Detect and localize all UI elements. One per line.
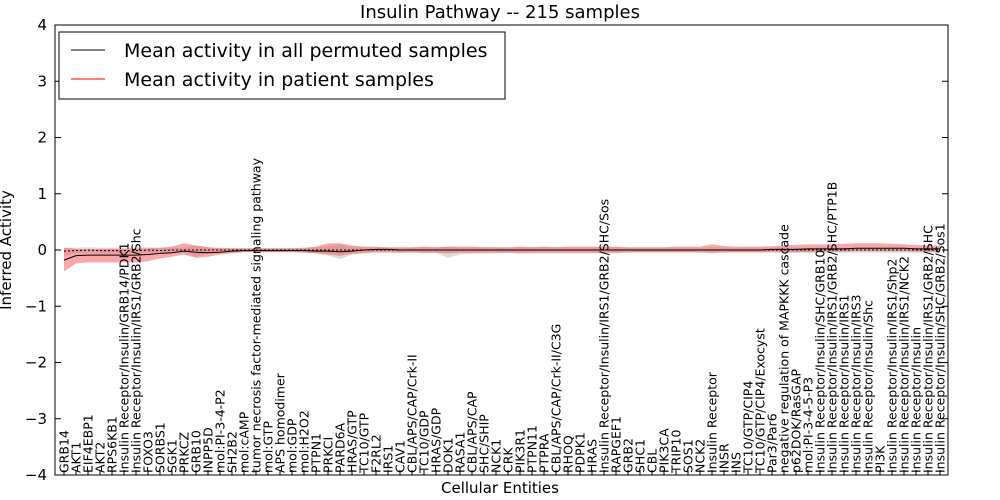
x-tick-label: AKT2 <box>93 442 108 473</box>
x-tick-label: RAPGEF1 <box>609 416 624 473</box>
x-tick-label: TC10/GTP <box>357 412 372 474</box>
x-tick-label: SHC/SHIP <box>477 414 492 473</box>
x-tick-label: HRAS <box>585 439 600 473</box>
patient-band <box>64 243 940 272</box>
x-tick-label: GRB2 <box>621 438 636 473</box>
x-tick-label: mol:PI-3-4-5-P3 <box>801 377 816 473</box>
y-tick-label: 0 <box>37 241 47 259</box>
x-tick-label: IRS1 <box>381 445 396 473</box>
x-tick-label: PI3K <box>873 445 888 473</box>
x-tick-label: Insulin Receptor/Insulin/SHC/GRB2/Sos1 <box>933 223 948 473</box>
series-lines <box>63 247 940 261</box>
x-tick-label: tumor necrosis factor-mediated signaling… <box>249 157 264 473</box>
x-tick-label: Insulin Receptor/Insulin/IRS1 <box>837 295 852 473</box>
x-tick-label: SH2B2 <box>225 431 240 473</box>
x-tick-label: Insulin Receptor/Insulin/IRS1/GRB2/SHC/S… <box>597 199 612 473</box>
x-tick-label: EIF4EBP1 <box>81 414 96 473</box>
x-tick-label: RASA1 <box>453 432 468 473</box>
x-tick-label: CBL/APS/CAP/Crk-II/C3G <box>549 324 564 473</box>
x-tick-label: mol:GTP <box>261 421 276 473</box>
y-tick-label: −4 <box>25 466 47 484</box>
x-tick-label: Insulin Receptor <box>705 371 720 473</box>
x-tick-label: TRIP10 <box>669 430 684 474</box>
x-tick-label: PDPK1 <box>573 432 588 473</box>
x-tick-label: APS homodimer <box>273 372 288 473</box>
x-tick-label: INS <box>729 452 744 473</box>
x-tick-label: Par3/Par6 <box>765 413 780 473</box>
x-tick-label: NCK1 <box>489 439 504 473</box>
x-tick-label: Insulin Receptor/Insulin/IRS1/GRB2/SHC <box>921 225 936 473</box>
x-tick-label: NCK2 <box>693 439 708 473</box>
x-tick-label: Insulin Receptor/Insulin/IRS1/NCK2 <box>897 256 912 473</box>
y-tick-label: −1 <box>25 297 47 315</box>
x-tick-label: PTPN11 <box>525 425 540 473</box>
x-tick-label: Insulin Receptor/Insulin <box>909 327 924 473</box>
x-axis-label: Cellular Entities <box>441 479 559 497</box>
x-tick-label: GRB14 <box>57 430 72 473</box>
x-tick-label: SOS1 <box>681 439 696 473</box>
chart-title: Insulin Pathway -- 215 samples <box>360 2 640 23</box>
x-tick-label: mol:cAMP <box>237 411 252 473</box>
y-tick-label: 3 <box>37 72 47 90</box>
y-tick-label: 4 <box>37 16 47 34</box>
x-tick-label: SORBS1 <box>153 422 168 473</box>
x-tick-label: negative regulation of MAPKKK cascade <box>777 224 792 473</box>
x-tick-label: PTPRA <box>537 433 552 473</box>
y-tick-label: −2 <box>25 354 47 372</box>
x-tick-label: p62DOK/RasGAP <box>789 368 804 473</box>
x-tick-label: PIK3R1 <box>513 429 528 473</box>
legend: Mean activity in all permuted samples Me… <box>58 31 506 100</box>
y-axis-label: Inferred Activity <box>0 190 15 310</box>
x-tick-label: FOXO3 <box>141 431 156 473</box>
x-tick-label: INPP5D <box>201 427 216 473</box>
x-tick-label: CRK <box>501 447 516 473</box>
x-tick-label: Insulin Receptor/Insulin/IRS1/GRB2/SHC/P… <box>825 182 840 473</box>
x-tick-label: PIK3CA <box>657 428 672 473</box>
x-tick-label: TC10/GDP <box>417 410 432 474</box>
x-tick-label: INSR <box>717 443 732 473</box>
patient-mean-line <box>63 247 940 261</box>
x-tick-label: DOK1 <box>441 437 456 473</box>
legend-box <box>58 31 506 100</box>
x-tick-label: PTPN1 <box>309 433 324 473</box>
x-tick-label: CBL <box>645 449 660 473</box>
x-tick-label: PARD6A <box>333 422 348 473</box>
x-tick-label: CBL/APS/CAP <box>465 391 480 473</box>
x-tick-label: Insulin Receptor/Insulin/IRS3 <box>849 295 864 473</box>
x-tick-label: mol:H2O2 <box>297 410 312 473</box>
x-tick-label: mol:GDP <box>285 418 300 473</box>
x-tick-label: GRB10 <box>189 430 204 473</box>
x-tick-label: HRAS/GTP <box>345 410 360 473</box>
x-tick-label: Insulin Receptor/Insulin/IRS1/Shp2 <box>885 259 900 473</box>
x-tick-label: Insulin Receptor/Insulin/GRB14/PDK1 <box>117 242 132 473</box>
y-tick-label: −3 <box>25 410 47 428</box>
x-tick-label: SHC1 <box>633 439 648 473</box>
y-tick-label: 1 <box>37 185 47 203</box>
x-tick-label: CBL/APS/CAP/Crk-II <box>405 354 420 473</box>
legend-permuted-label: Mean activity in all permuted samples <box>124 40 487 62</box>
x-tick-label: TC10/GTP/CIP4/Exocyst <box>753 328 768 474</box>
x-tick-label: SGK1 <box>165 439 180 473</box>
legend-patient-label: Mean activity in patient samples <box>124 69 434 91</box>
x-tick-label: TC10/GTP/CIP4 <box>741 381 756 474</box>
x-tick-label: mol:PI-3-4-P2 <box>213 389 228 473</box>
x-tick-label: CAV1 <box>393 440 408 473</box>
x-tick-label: AKT1 <box>69 442 84 473</box>
x-tick-label: Insulin Receptor/Insulin/Shc <box>861 300 876 473</box>
y-tick-label: 2 <box>37 129 47 147</box>
x-tick-label: HRAS/GDP <box>429 407 444 473</box>
x-tick-label: Insulin Receptor/Insulin/SHC/GRB10 <box>813 250 828 473</box>
plot-frame <box>54 24 949 476</box>
x-tick-label: RPS6KB1 <box>105 416 120 473</box>
confidence-bands <box>64 243 940 272</box>
x-tick-label: PRKCZ <box>177 432 192 473</box>
x-tick-label: Insulin Receptor/Insulin/IRS1/GRB2/Shc <box>129 228 144 473</box>
x-tick-label: PRKCI <box>321 437 336 473</box>
x-tick-label: F2RL2 <box>369 434 384 473</box>
x-tick-label: RHOQ <box>561 435 576 473</box>
